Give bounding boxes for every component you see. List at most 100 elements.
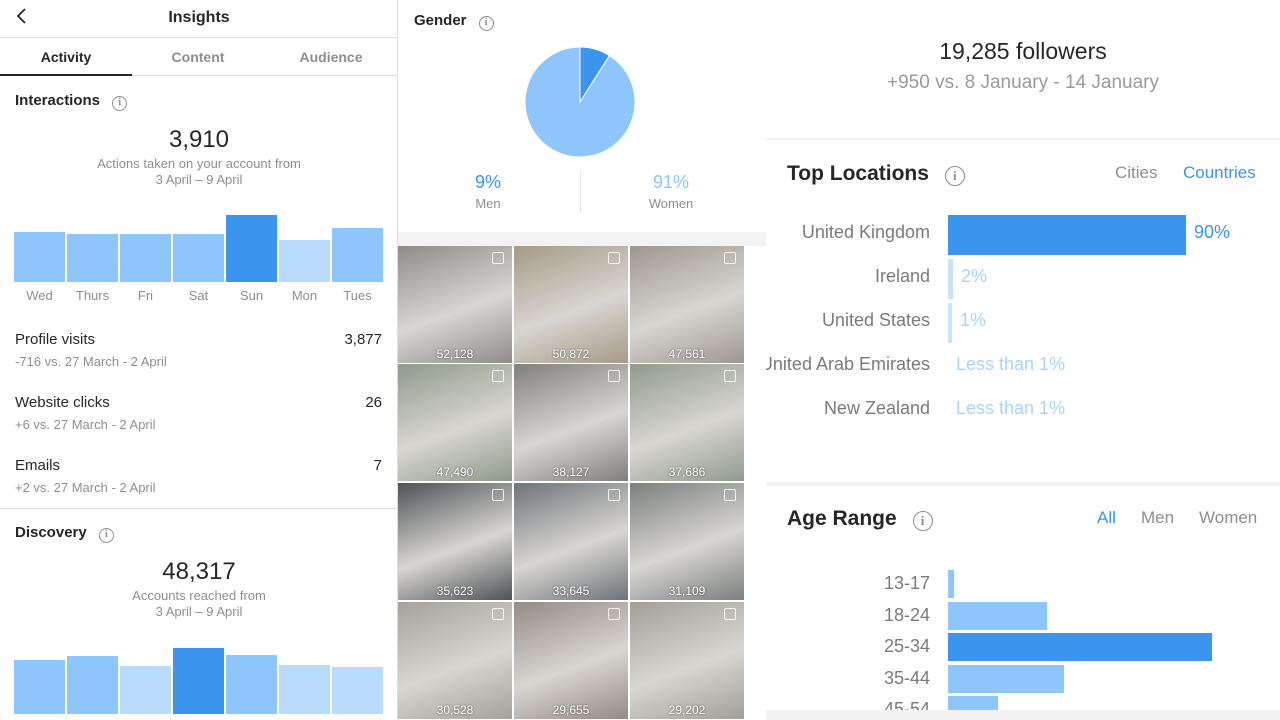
post-views: 37,686 [668,465,706,479]
info-icon[interactable]: i [912,511,933,531]
discovery-bar[interactable] [173,648,224,714]
info-icon[interactable]: i [478,16,494,31]
discovery-bar[interactable] [226,655,277,714]
tab-content[interactable]: Content [171,49,225,65]
discovery-bar[interactable] [14,660,65,714]
metric-emails[interactable]: Emails 7 +2 vs. 27 March - 2 April [15,457,382,495]
carousel-icon [492,489,504,501]
location-value: 1% [960,310,987,330]
location-label: United States [821,310,930,330]
post-thumbnail[interactable]: 38,127 [514,364,628,481]
location-bar[interactable] [948,215,1186,255]
filter-countries[interactable]: Countries [1183,163,1256,182]
post-thumbnail[interactable]: 47,561 [630,246,744,363]
men-label: Men [475,196,501,211]
followers-change: +950 vs. 8 January - 14 January [887,72,1159,93]
metric-value: 7 [373,457,382,474]
metric-value: 3,877 [344,331,382,348]
post-views: 33,645 [552,584,590,598]
post-views: 47,490 [436,465,474,479]
carousel-icon [608,489,620,501]
activity-panel: Insights Activity Content Audience Inter… [0,0,398,720]
chevron-left-icon[interactable] [14,6,30,26]
interactions-bar[interactable] [226,215,277,282]
location-value: 2% [961,266,988,286]
metric-comparison: +2 vs. 27 March - 2 April [15,480,156,495]
top-locations-card: Top Locations i Cities Countries United … [766,140,1280,482]
day-label: Mon [291,288,318,303]
tab-active-indicator [0,74,132,76]
info-icon[interactable]: i [944,166,965,186]
post-thumbnail[interactable]: 50,872 [514,246,628,363]
followers-card: 19,285 followers +950 vs. 8 January - 14… [766,0,1280,138]
day-label: Thurs [75,288,110,303]
location-bar[interactable] [948,303,952,343]
tab-activity[interactable]: Activity [40,49,92,65]
day-label: Wed [26,288,53,303]
posts-grid: 52,128 50,872 47,561 47,490 38,127 37,686 35,6… [398,246,766,720]
age-bar[interactable] [948,601,1047,630]
info-icon[interactable]: i [112,96,128,111]
post-thumbnail[interactable]: 30,528 [398,602,512,719]
post-views: 47,561 [668,347,706,361]
metric-website-clicks[interactable]: Website clicks 26 +6 vs. 27 March - 2 Ap… [15,394,382,432]
carousel-icon [492,370,504,382]
post-thumbnail[interactable]: 29,202 [630,602,744,719]
age-bar[interactable] [948,570,954,598]
post-thumbnail[interactable]: 47,490 [398,364,512,481]
carousel-icon [724,370,736,382]
post-thumbnail[interactable]: 31,109 [630,483,744,600]
info-icon[interactable]: i [98,528,114,543]
interactions-bar[interactable] [120,234,171,282]
post-thumbnail[interactable]: 33,645 [514,483,628,600]
filter-men[interactable]: Men [1141,508,1175,527]
post-views: 31,109 [668,584,706,598]
discovery-bar[interactable] [279,665,330,714]
post-thumbnail[interactable]: 35,623 [398,483,512,600]
location-value: Less than 1% [956,398,1066,418]
post-views: 29,655 [552,703,590,717]
page-title: Insights [168,9,230,26]
post-thumbnail[interactable]: 37,686 [630,364,744,481]
men-percentage: 9% [474,172,501,192]
top-locations-header: Top Locations i [787,162,965,186]
divider [0,508,397,509]
day-label: Sat [188,288,209,303]
filter-all[interactable]: All [1097,508,1116,527]
interactions-bar[interactable] [67,234,118,282]
carousel-icon [724,489,736,501]
filter-women[interactable]: Women [1199,508,1258,527]
location-label: Ireland [874,266,930,286]
metric-comparison: -716 vs. 27 March - 2 April [15,354,167,369]
day-label: Sun [239,288,264,303]
discovery-date-range: 3 April – 9 April [155,604,243,619]
discovery-bar[interactable] [120,666,171,714]
carousel-icon [724,608,736,620]
age-range-header: Age Range i [787,507,933,531]
post-thumbnail[interactable]: 29,655 [514,602,628,719]
content-panel: Gender i 9% Men 91% Women 52,128 50,872 47… [398,0,766,720]
post-thumbnail[interactable]: 52,128 [398,246,512,363]
age-bar[interactable] [948,664,1064,693]
women-label: Women [648,196,694,211]
interactions-day-labels: Wed Thurs Fri Sat Sun Mon Tues [14,288,384,304]
gender-title: Gender [414,12,467,29]
post-views: 50,872 [552,347,590,361]
metric-comparison: +6 vs. 27 March - 2 April [15,417,156,432]
gender-divider [580,170,581,212]
day-label: Fri [137,288,154,303]
age-bar[interactable] [948,633,1212,661]
metric-profile-visits[interactable]: Profile visits 3,877 -716 vs. 27 March -… [15,331,382,369]
interactions-bar[interactable] [173,234,224,282]
carousel-icon [492,252,504,264]
discovery-bar[interactable] [332,667,383,714]
discovery-bar[interactable] [67,656,118,714]
post-views: 52,128 [436,347,474,361]
interactions-bar[interactable] [332,228,383,282]
tab-audience[interactable]: Audience [299,49,363,65]
location-bar[interactable] [948,259,953,299]
filter-cities[interactable]: Cities [1115,163,1158,182]
interactions-bar[interactable] [279,240,330,282]
metric-name: Emails [15,457,61,474]
interactions-bar[interactable] [14,232,65,282]
